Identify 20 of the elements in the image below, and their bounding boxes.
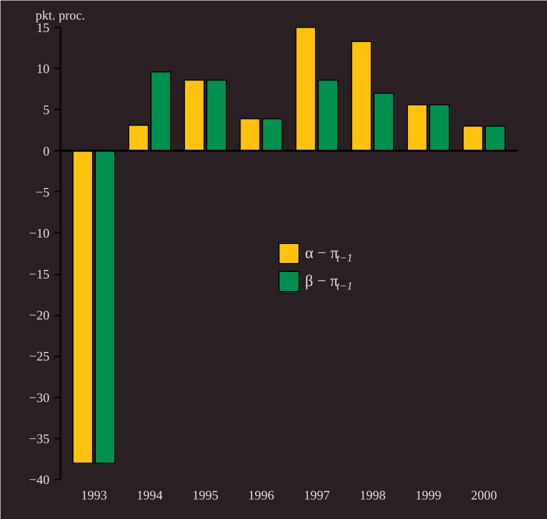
x-tick-label: 1997 (304, 488, 330, 502)
x-tick-label: 2000 (471, 488, 498, 502)
x-tick-label: 1995 (192, 488, 218, 502)
x-tick-label: 1994 (136, 488, 164, 502)
y-tick-label: 0 (43, 143, 50, 158)
x-tick-label: 1998 (360, 488, 386, 502)
y-tick-label: 10 (36, 61, 50, 76)
y-tick-label: −25 (29, 348, 50, 364)
y-tick-label: −5 (36, 184, 50, 200)
y-tick-label: −10 (29, 225, 50, 240)
y-axis-title: pkt. proc. (36, 8, 85, 22)
y-tick-label: −35 (29, 430, 50, 446)
y-tick-label: −30 (29, 390, 50, 405)
x-tick-label: 1993 (80, 488, 107, 502)
x-tick-label: 1999 (415, 488, 442, 502)
y-tick-label: 5 (43, 102, 50, 118)
y-tick-label: −40 (29, 472, 50, 487)
y-tick-label: −20 (29, 308, 50, 323)
x-tick-label: 1996 (248, 488, 275, 502)
y-tick-label: −15 (29, 266, 50, 282)
